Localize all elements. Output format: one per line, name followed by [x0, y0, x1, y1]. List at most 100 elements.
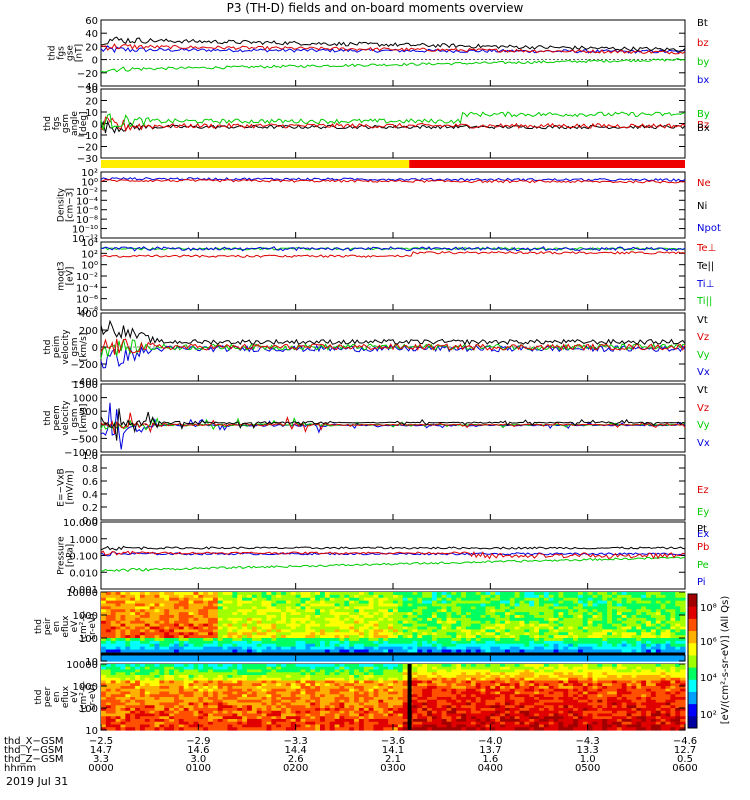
spectrogram-cell	[490, 594, 496, 599]
spectrogram-cell	[227, 649, 233, 653]
spectrogram-cell	[500, 603, 506, 607]
y-tick-label: 20	[85, 97, 98, 108]
spectrogram-cell	[164, 724, 170, 728]
spectrogram-cell	[431, 727, 438, 731]
spectrogram-cell	[388, 688, 394, 693]
spectrogram-cell	[198, 697, 204, 701]
spectrogram-cell	[203, 626, 209, 630]
spectrogram-cell	[139, 683, 146, 687]
spectrogram-cell	[456, 638, 462, 642]
spectrogram-cell	[266, 597, 272, 602]
spectrogram-cell	[548, 600, 555, 605]
spectrogram-cell	[320, 638, 326, 642]
spectrogram-cell	[621, 594, 628, 599]
spectrogram-cell	[475, 640, 482, 645]
spectrogram-cell	[363, 597, 370, 602]
spectrogram-cell	[217, 649, 224, 653]
spectrogram-cell	[334, 623, 341, 628]
spectrogram-cell	[305, 623, 311, 628]
series-Vz-line	[100, 412, 686, 434]
spectrogram-cell	[261, 691, 268, 695]
spectrogram-cell	[115, 620, 122, 625]
spectrogram-cell	[368, 680, 375, 684]
spectrogram-cell	[607, 609, 613, 613]
spectrogram-cell	[529, 603, 535, 607]
spectrogram-cell	[159, 638, 165, 642]
spectrogram-cell	[422, 691, 428, 695]
spectrogram-cell	[232, 713, 238, 717]
spectrogram-cell	[558, 612, 564, 616]
spectrogram-cell	[417, 672, 423, 676]
y-axis-label: (cm²-s-	[79, 610, 89, 642]
spectrogram-cell	[655, 603, 662, 607]
spectrogram-cell	[315, 699, 321, 704]
spectrogram-cell	[315, 643, 321, 648]
spectrogram-cell	[441, 632, 448, 636]
spectrogram-cell	[281, 691, 287, 695]
spectrogram-cell	[519, 649, 525, 653]
spectrogram-cell	[641, 612, 647, 616]
spectrogram-cell	[324, 620, 331, 625]
spectrogram-cell	[310, 724, 316, 728]
spectrogram-cell	[169, 716, 175, 720]
spectrogram-cell	[125, 675, 131, 679]
spectrogram-cell	[101, 592, 107, 596]
spectrogram-cell	[427, 603, 433, 607]
spectrogram-cell	[212, 708, 219, 712]
spectrogram-cell	[358, 697, 365, 701]
spectrogram-cell	[149, 688, 156, 693]
spectrogram-cell	[130, 697, 136, 701]
spectrogram-cell	[295, 724, 302, 728]
spectrogram-cell	[110, 592, 117, 596]
spectrogram-cell	[232, 649, 238, 653]
spectrogram-cell	[475, 600, 482, 605]
spectrogram-cell	[660, 646, 667, 651]
spectrogram-cell	[261, 710, 268, 715]
spectrogram-cell	[154, 646, 160, 651]
spectrogram-cell	[475, 615, 482, 619]
spectrogram-cell	[315, 615, 321, 619]
spectrogram-cell	[178, 713, 185, 717]
spectrogram-cell	[256, 686, 263, 690]
legend-Vz: Vz	[697, 403, 709, 414]
spectrogram-cell	[237, 597, 243, 602]
spectrogram-cell	[358, 603, 365, 607]
spectrogram-cell	[105, 719, 112, 723]
spectrogram-cell	[320, 686, 326, 690]
spectrogram-cell	[534, 617, 540, 622]
spectrogram-cell	[251, 620, 258, 625]
spectrogram-cell	[212, 688, 219, 693]
spectrogram-cell	[101, 609, 107, 613]
spectrogram-cell	[169, 675, 175, 679]
spectrogram-cell	[203, 592, 209, 596]
spectrogram-cell	[592, 623, 598, 628]
spectrogram-cell	[212, 592, 219, 596]
spectrogram-cell	[198, 640, 204, 645]
spectrogram-cell	[344, 672, 350, 676]
spectrogram-cell	[514, 635, 521, 639]
spectrogram-cell	[427, 686, 433, 690]
spectrogram-cell	[242, 592, 248, 596]
spectrogram-cell	[266, 697, 272, 701]
spectrogram-cell	[261, 688, 268, 693]
spectrogram-cell	[290, 694, 297, 698]
spectrogram-cell	[101, 705, 107, 709]
spectrogram-cell	[159, 675, 165, 679]
spectrogram-cell	[354, 609, 360, 613]
spectrogram-cell	[261, 643, 268, 648]
spectrogram-cell	[368, 597, 375, 602]
spectrogram-cell	[543, 626, 550, 630]
spectrogram-cell	[154, 597, 160, 602]
spectrogram-cell	[466, 592, 472, 596]
spectrogram-cell	[397, 600, 404, 605]
spectrogram-cell	[675, 629, 681, 633]
spectrogram-cell	[256, 666, 263, 671]
spectrogram-cell	[105, 694, 112, 698]
spectrogram-cell	[427, 615, 433, 619]
spectrogram-cell	[329, 721, 336, 726]
spectrogram-cell	[222, 615, 229, 619]
spectrogram-cell	[431, 603, 438, 607]
spectrogram-cell	[227, 638, 233, 642]
spectrogram-cell	[500, 617, 506, 622]
spectrogram-cell	[529, 629, 535, 633]
